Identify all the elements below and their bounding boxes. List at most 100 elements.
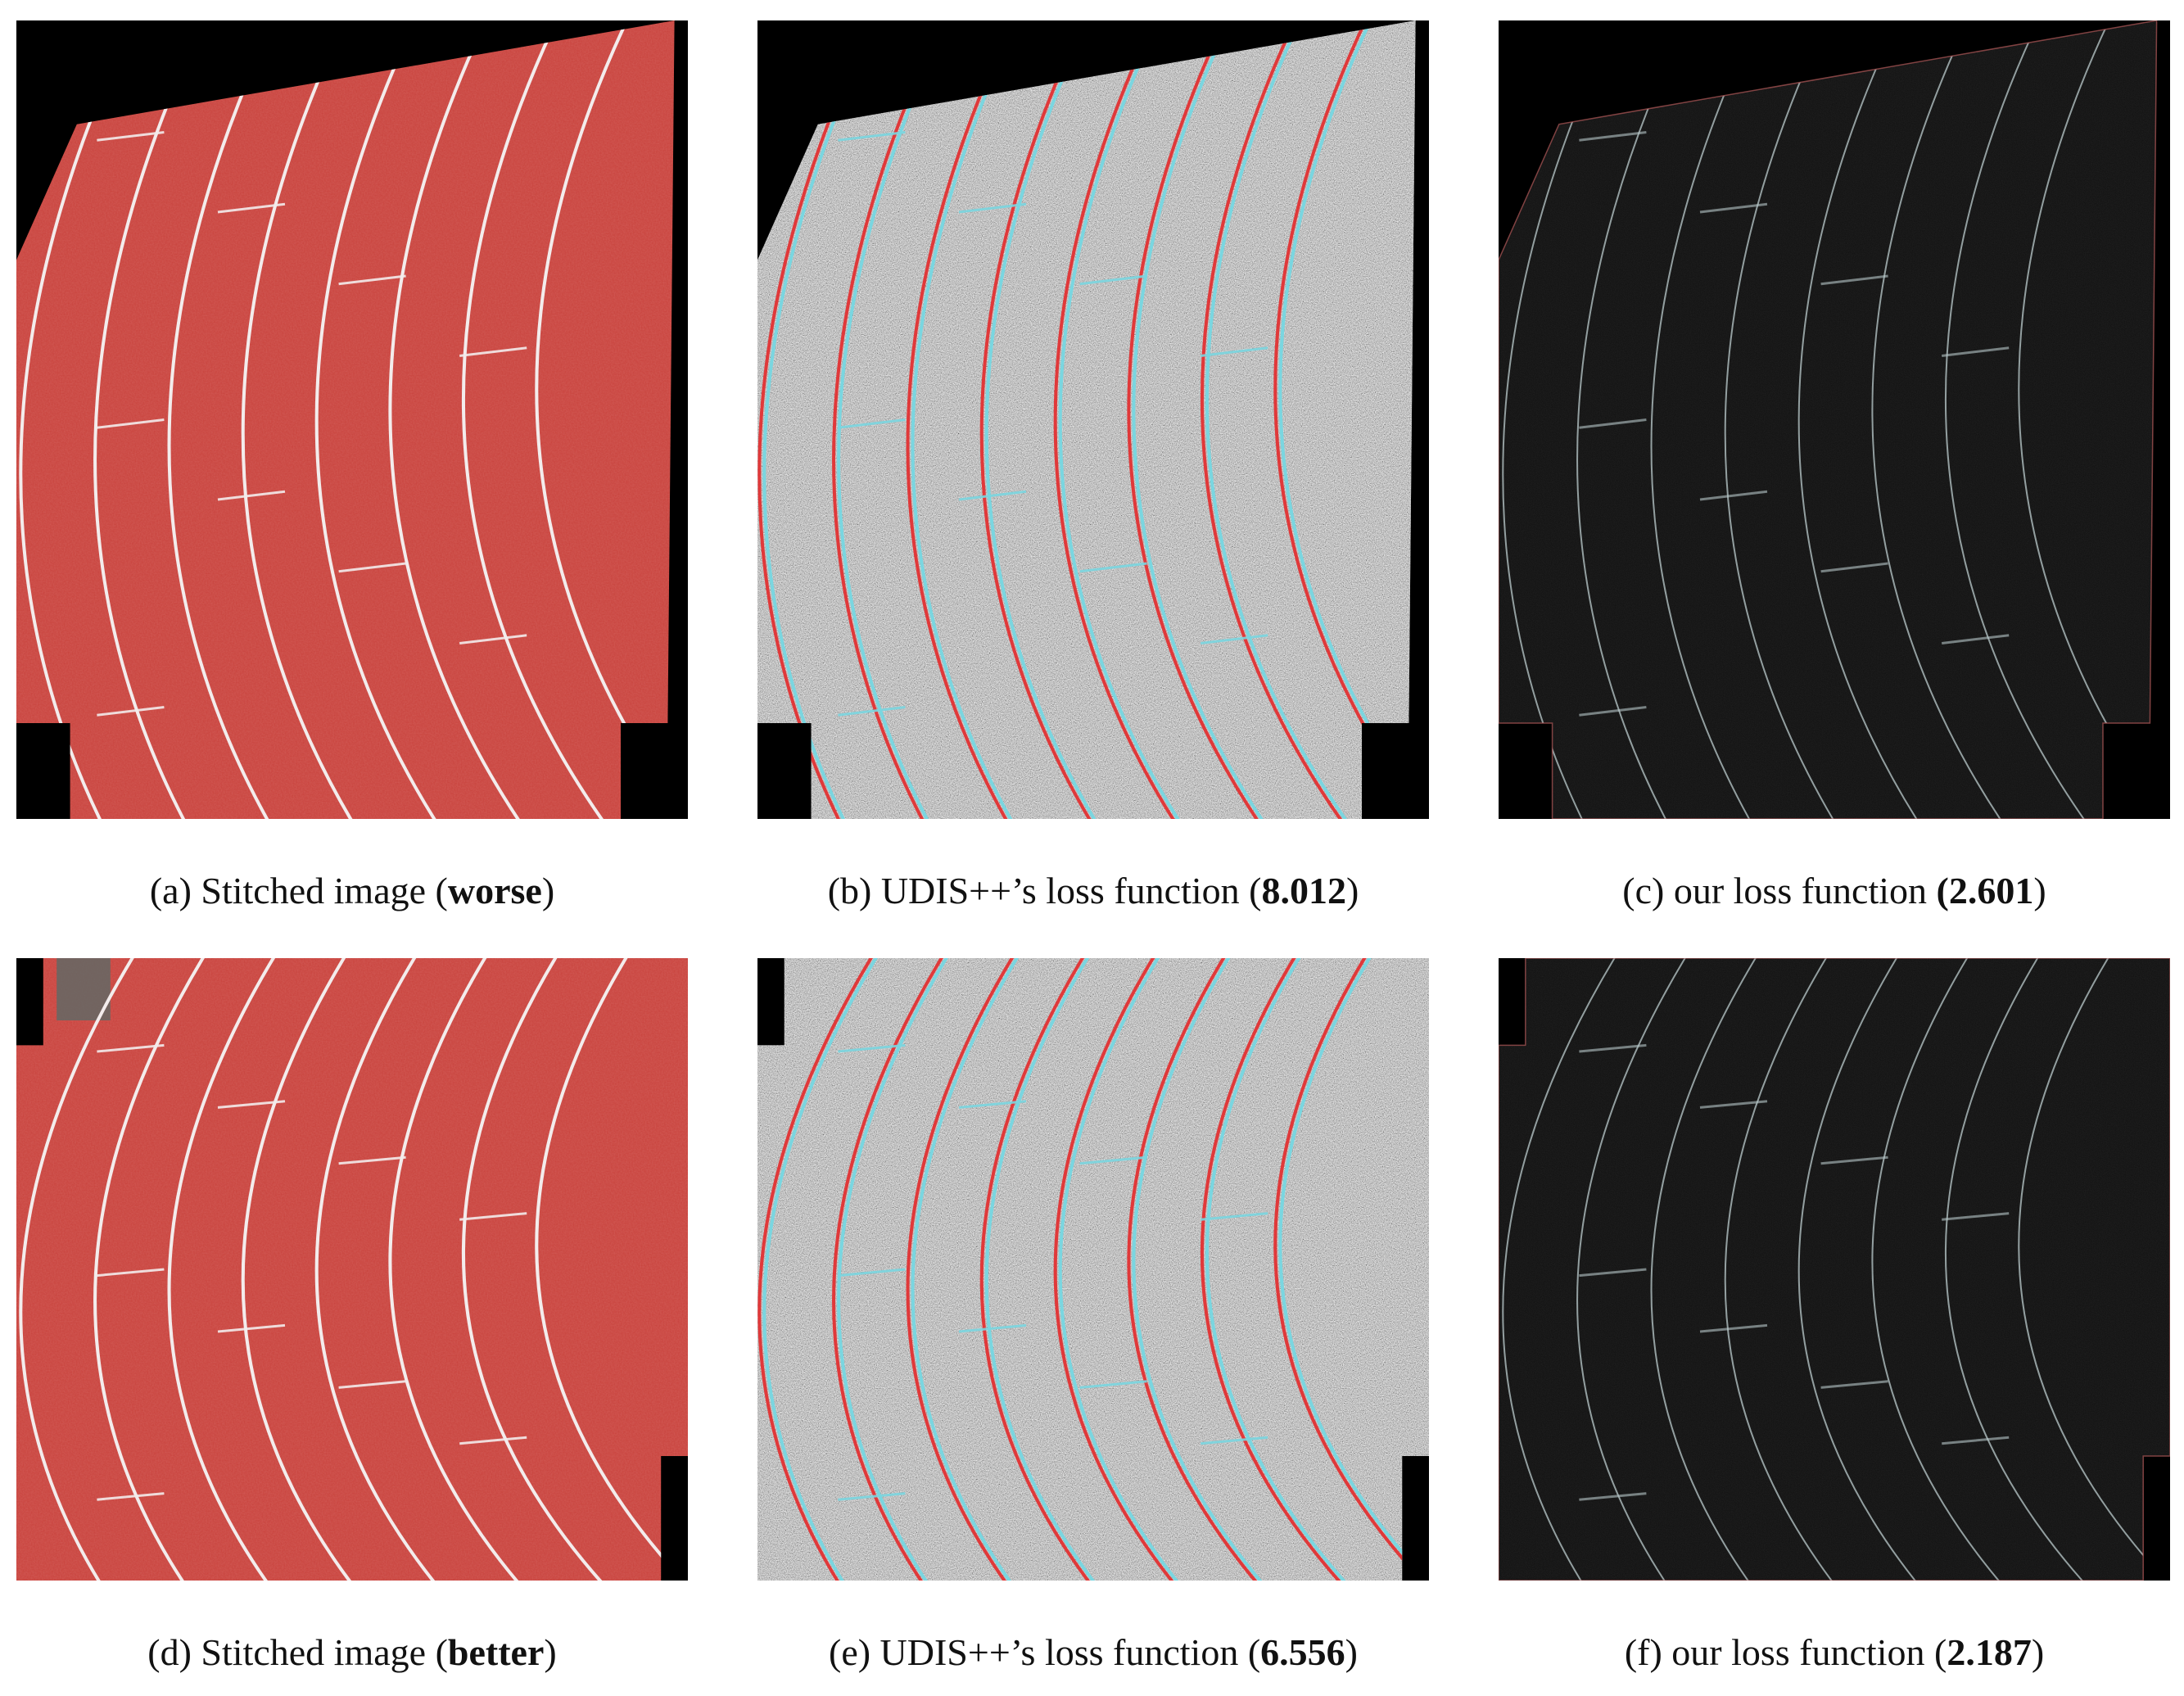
panel-f-our-loss [1499, 958, 2170, 1581]
lane-line [1650, 20, 1761, 819]
warped-image [16, 958, 688, 1581]
lane-edge-cyan [1278, 958, 1429, 1581]
lane-marker [958, 1323, 1027, 1333]
lane-line [1650, 958, 1761, 1581]
lane-marker [838, 1268, 906, 1278]
lane-marker [1201, 1436, 1268, 1445]
warped-image [16, 20, 675, 819]
panel-e-image [757, 958, 1429, 1581]
panel-a-image [16, 20, 688, 819]
lane-marker [217, 1323, 286, 1333]
lane-edge-cyan [984, 958, 1101, 1581]
lane-marker [217, 1100, 286, 1109]
dark-texture [1499, 958, 2170, 1581]
panel-b-udis-loss [757, 20, 1429, 819]
lane-marker [838, 1043, 906, 1053]
lane-line [388, 20, 525, 819]
lane-marker [838, 706, 906, 717]
lane-line [93, 958, 210, 1581]
lane-marker [338, 1380, 406, 1389]
lane-marker [1201, 1212, 1268, 1221]
caption-a: (a) Stitched image (worse) [149, 870, 555, 911]
caption-c: (c) our loss function (2.601) [1622, 870, 2046, 911]
lane-marker [958, 1100, 1027, 1109]
lane-line [1576, 20, 1691, 819]
lane-edge-cyan [1132, 958, 1268, 1581]
panel-c-image [1499, 20, 2170, 819]
lane-line [241, 958, 357, 1581]
lane-edge-red [906, 20, 1019, 819]
lane-edge-red [1127, 958, 1264, 1581]
lane-marker [1079, 1156, 1147, 1165]
lane-line [1724, 958, 1838, 1581]
lane-marker [217, 490, 286, 501]
lane-marker [1699, 490, 1768, 501]
lane-marker [1820, 274, 1888, 286]
lane-marker [97, 706, 165, 717]
panel-d-image [16, 958, 688, 1581]
caption-e: (e) UDIS++’s loss function (6.556) [829, 1631, 1358, 1673]
lane-marker [97, 418, 165, 429]
lane-line [167, 20, 280, 819]
caption-d: (d) Stitched image (better) [147, 1631, 557, 1673]
lane-edge-red [1200, 958, 1348, 1581]
lane-edge-cyan [911, 20, 1024, 819]
lane-marker [958, 202, 1027, 214]
lane-line [535, 958, 688, 1581]
lane-marker [1579, 418, 1647, 429]
lane-marker [1699, 1100, 1768, 1109]
lane-marker [1079, 562, 1147, 573]
lane-line [93, 20, 210, 819]
image-boundary [1499, 958, 2170, 1581]
warped-image [1499, 958, 2170, 1581]
lane-marker [1579, 1492, 1647, 1501]
lane-marker [1942, 1436, 2010, 1445]
lane-marker [1820, 1380, 1888, 1389]
lane-marker [958, 490, 1027, 501]
lane-marker [97, 1492, 165, 1501]
lane-marker [1579, 1268, 1647, 1278]
lane-edge-cyan [837, 958, 953, 1581]
lane-marker [1201, 346, 1268, 357]
lane-line [167, 958, 280, 1581]
lane-edge-red [757, 20, 878, 819]
lane-edge-red [1127, 20, 1264, 819]
lane-marker [459, 634, 527, 644]
lane-edge-cyan [1205, 958, 1353, 1581]
panel-f-image [1499, 958, 2170, 1581]
lane-line [461, 958, 609, 1581]
lane-edge-cyan [1058, 20, 1185, 819]
lane-edge-cyan [1205, 20, 1353, 819]
lane-edge-red [1273, 20, 1416, 819]
lane-line [461, 20, 609, 819]
track-texture [16, 20, 675, 819]
lane-edge-red [832, 958, 948, 1581]
lane-marker [1699, 202, 1768, 214]
lane-edge-red [757, 958, 878, 1581]
lane-marker [1579, 706, 1647, 717]
lane-edge-cyan [762, 958, 883, 1581]
lane-line [1502, 20, 1621, 819]
lane-edge-cyan [1132, 20, 1268, 819]
lane-marker [97, 1043, 165, 1053]
lane-marker [838, 131, 906, 142]
lane-line [1576, 958, 1691, 1581]
lane-marker [459, 1212, 527, 1221]
lane-marker [338, 1156, 406, 1165]
panel-b-image [757, 20, 1429, 819]
lane-line [19, 20, 139, 819]
dark-texture [1499, 20, 2157, 819]
lane-marker [338, 562, 406, 573]
lane-marker [97, 1268, 165, 1278]
warped-image [757, 958, 1429, 1581]
lane-edge-cyan [984, 20, 1101, 819]
panel-a-stitched-worse [16, 20, 688, 819]
lane-edge-cyan [911, 958, 1024, 1581]
lane-marker [459, 346, 527, 357]
lane-line [314, 958, 441, 1581]
image-boundary [1499, 20, 2158, 819]
lane-line [241, 20, 357, 819]
lane-line [1797, 958, 1923, 1581]
lane-edge-red [1053, 20, 1180, 819]
lane-edge-red [832, 20, 948, 819]
